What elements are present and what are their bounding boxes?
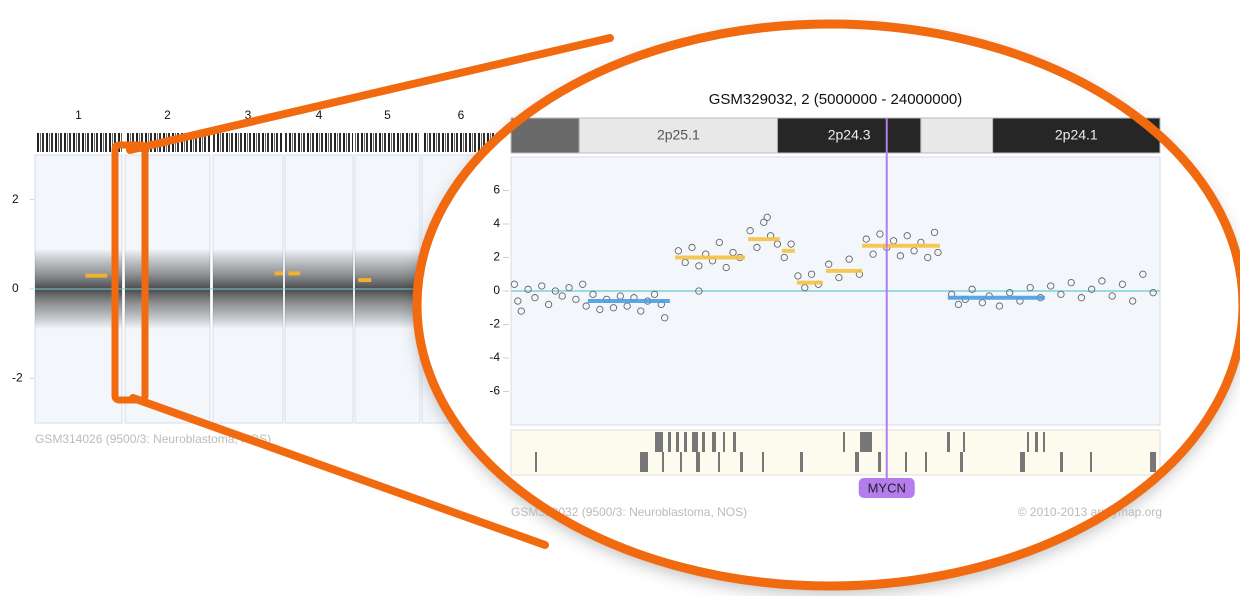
gene xyxy=(662,452,664,472)
gene xyxy=(668,432,671,452)
gene xyxy=(1035,432,1038,452)
y-tick-label: 0 xyxy=(12,281,19,295)
y-tick-label: -2 xyxy=(12,371,23,385)
gene xyxy=(718,452,720,472)
gene xyxy=(947,432,950,452)
gene xyxy=(723,432,725,452)
y-tick-label: 6 xyxy=(493,183,500,197)
gene xyxy=(1043,432,1045,452)
gene xyxy=(925,452,927,472)
ideogram xyxy=(285,133,353,152)
x-tick-label: 1 xyxy=(75,108,82,122)
gene xyxy=(702,432,705,452)
gene xyxy=(963,432,965,452)
gene xyxy=(800,452,803,472)
figure: 123456-202GSM314026 (9500/3: Neuroblasto… xyxy=(0,0,1240,596)
gene xyxy=(855,452,859,472)
x-tick-label: 2 xyxy=(164,108,171,122)
ideogram xyxy=(35,133,122,152)
gene xyxy=(740,452,743,472)
y-tick-label: -4 xyxy=(489,350,500,364)
y-tick-label: 2 xyxy=(493,250,500,264)
gene xyxy=(1150,452,1156,472)
y-tick-label: 0 xyxy=(493,283,500,297)
ideogram xyxy=(213,133,283,152)
band-label: 2p24.1 xyxy=(1055,127,1098,143)
y-tick-label: 2 xyxy=(12,192,19,206)
copyright: © 2010-2013 arraymap.org xyxy=(1018,505,1162,519)
gene xyxy=(733,432,736,452)
gene xyxy=(692,432,698,452)
gene xyxy=(762,452,764,472)
gene xyxy=(1027,432,1029,452)
gene xyxy=(1060,452,1063,472)
y-tick-label: -2 xyxy=(489,317,500,331)
gene xyxy=(535,452,537,472)
gene xyxy=(960,452,963,472)
chart-title: GSM329032, 2 (5000000 - 24000000) xyxy=(709,91,963,108)
y-tick-label: -6 xyxy=(489,384,500,398)
gene xyxy=(640,452,648,472)
gene xyxy=(905,452,907,472)
x-tick-label: 6 xyxy=(458,108,465,122)
gene xyxy=(676,432,679,452)
x-tick-label: 5 xyxy=(384,108,391,122)
gene xyxy=(843,432,845,452)
gene xyxy=(712,432,716,452)
gene xyxy=(1090,452,1092,472)
marker-label: MYCN xyxy=(868,480,906,495)
gene xyxy=(655,432,663,452)
ideogram xyxy=(355,133,420,152)
y-tick-label: 4 xyxy=(493,216,500,230)
band-label: 2p25.1 xyxy=(657,127,700,143)
gene xyxy=(684,432,687,452)
gene xyxy=(860,432,872,452)
gene xyxy=(1020,452,1025,472)
gene xyxy=(680,452,682,472)
band-label: 2p24.3 xyxy=(828,127,871,143)
gene xyxy=(878,452,881,472)
cytoband xyxy=(921,118,993,153)
gene xyxy=(696,452,700,472)
